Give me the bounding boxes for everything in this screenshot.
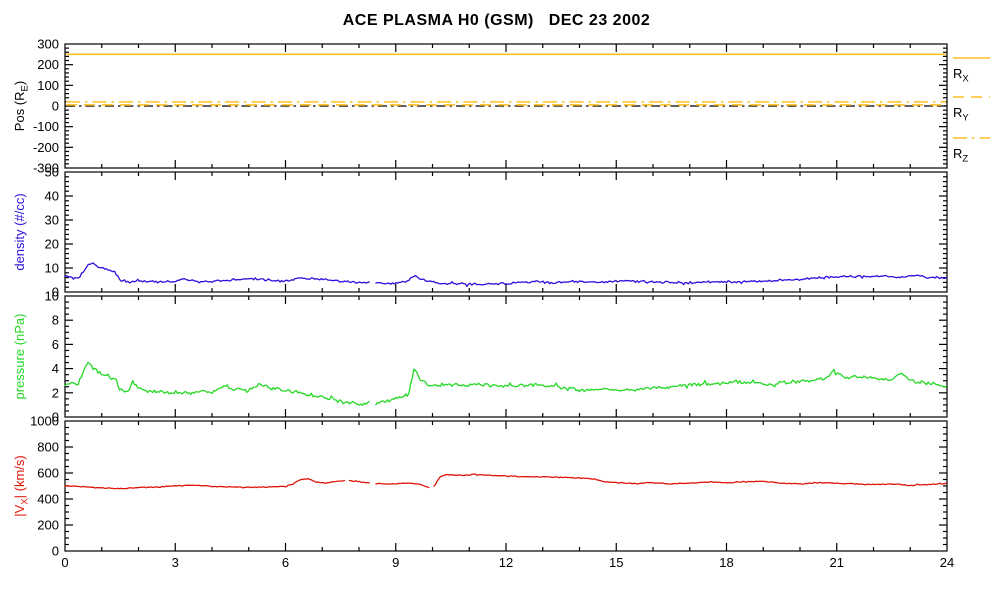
- x-tick-label: 3: [172, 555, 179, 570]
- panel-frame: [64, 171, 948, 293]
- x-tick-label: 18: [719, 555, 733, 570]
- y-tick-label: 0: [52, 285, 59, 300]
- y-tick-label: 40: [45, 189, 59, 204]
- y-tick-label: 10: [45, 261, 59, 276]
- y-tick-label: 6: [52, 337, 59, 352]
- series-|VX|: [64, 473, 948, 490]
- panel-position: -300 -200 -100 0 100 200 300 Pos (RE) RX RY RZ: [12, 37, 990, 176]
- x-tick-label: 6: [282, 555, 289, 570]
- y-tick-label: 50: [45, 165, 59, 180]
- y-tick-label: 0: [52, 544, 59, 559]
- y-tick-label: 200: [37, 518, 59, 533]
- legend-label: RZ: [953, 146, 968, 165]
- panel-velocity: 0 200 400 600 800 1000 |VX| (km/s) 0 3 6 9 12 15 18 21…: [12, 414, 954, 571]
- panel-density: 0 10 20 30 40 50 density (#/cc): [12, 165, 948, 300]
- y-tick-label: -300: [33, 161, 59, 176]
- x-tick-label: 9: [392, 555, 399, 570]
- y-tick-label: 30: [45, 213, 59, 228]
- x-tick-label: 24: [940, 555, 954, 570]
- y-tick-label: -100: [33, 119, 59, 134]
- x-tick-label: 12: [499, 555, 513, 570]
- y-axis-label-velocity: |VX| (km/s): [12, 455, 31, 517]
- series-density: [64, 262, 948, 288]
- y-axis-label-density: density (#/cc): [12, 193, 27, 270]
- y-tick-label: 0: [52, 99, 59, 114]
- y-tick-label: 300: [37, 37, 59, 52]
- y-axis-label-pressure: pressure (nPa): [12, 314, 27, 400]
- y-tick-label: 2: [52, 385, 59, 400]
- panel-frame: [64, 295, 948, 418]
- chart-title: ACE PLASMA H0 (GSM) DEC 23 2002: [342, 12, 651, 29]
- y-tick-label: 400: [37, 492, 59, 507]
- y-tick-label: 20: [45, 237, 59, 252]
- legend-label: RX: [953, 66, 969, 85]
- x-tick-label: 0: [61, 555, 68, 570]
- y-tick-label: 800: [37, 440, 59, 455]
- y-tick-label: 0: [52, 410, 59, 425]
- y-axis-label-position: Pos (RE): [12, 81, 31, 131]
- x-tick-label: 15: [609, 555, 623, 570]
- x-tick-label: 21: [830, 555, 844, 570]
- y-tick-label: 600: [37, 466, 59, 481]
- y-tick-label: -200: [33, 140, 59, 155]
- y-tick-label: 8: [52, 313, 59, 328]
- y-tick-label: 4: [52, 361, 59, 376]
- y-tick-label: 200: [37, 57, 59, 72]
- legend-label: RY: [953, 105, 969, 124]
- series-pressure: [64, 361, 948, 406]
- y-tick-label: 10: [45, 289, 59, 304]
- panel-pressure: 0 2 4 6 8 10 pressure (nPa): [12, 289, 948, 425]
- y-tick-label: 100: [37, 78, 59, 93]
- y-tick-label: 1000: [30, 414, 59, 429]
